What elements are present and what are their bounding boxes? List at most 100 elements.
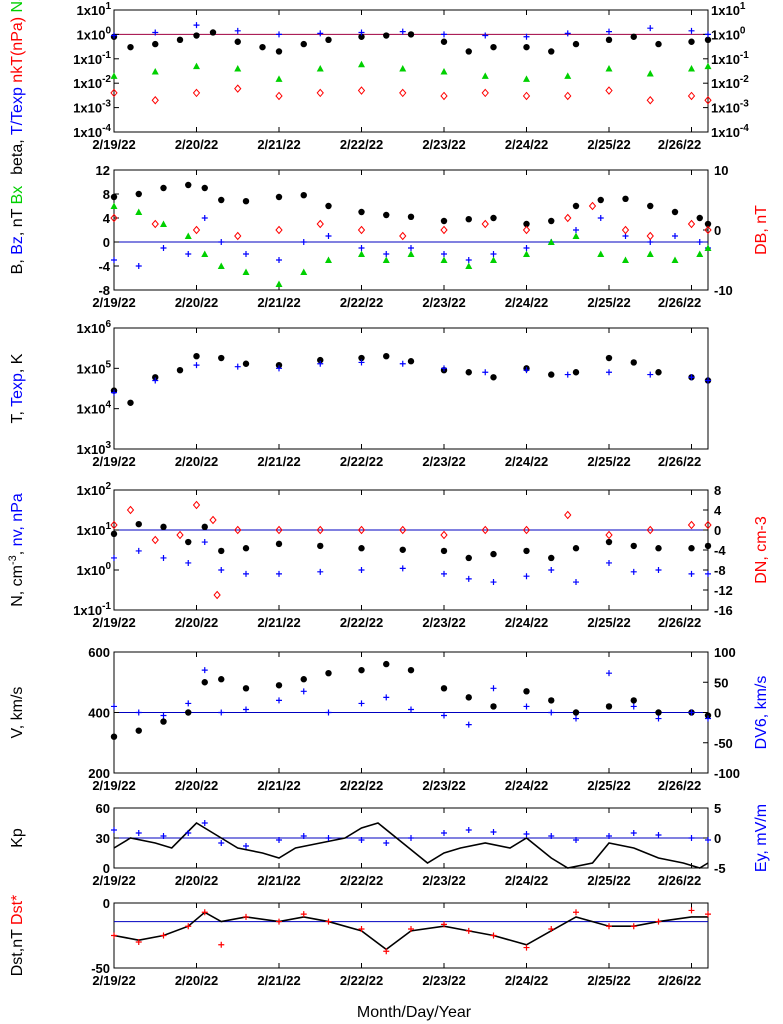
right-tick-label: -8 — [714, 563, 726, 578]
left-tick-label: -4 — [98, 259, 110, 274]
data-point-density-red — [687, 520, 696, 530]
data-point-bfield-blue — [325, 233, 332, 239]
left-tick-label: 1x100 — [77, 561, 112, 578]
data-point-dst-red — [358, 926, 365, 932]
left-tick-label: 8 — [103, 187, 110, 202]
data-point-bfield-blue — [243, 251, 249, 257]
x-tick-label: 2/21/22 — [257, 873, 300, 888]
left-tick-label: 60 — [96, 801, 110, 816]
data-point-bfield-red — [588, 201, 597, 211]
data-point-velocity-blue — [573, 715, 579, 722]
data-point-density-blue — [573, 579, 579, 586]
data-point-dst-red — [523, 944, 530, 951]
right-tick-label: 5 — [714, 801, 721, 816]
data-point-temp-blue — [606, 369, 612, 376]
data-point-dst-red — [490, 932, 497, 939]
data-point-kp-blue — [325, 835, 332, 841]
data-point-density-blue — [399, 565, 406, 572]
data-point-bfield-red — [151, 219, 159, 229]
data-point-beta-green — [440, 68, 448, 75]
data-point-velocity-black — [548, 697, 555, 704]
data-point-beta-red — [151, 95, 159, 105]
data-point-temp-black — [465, 369, 472, 376]
x-tick-label: 2/19/22 — [92, 778, 135, 793]
right-axis-label-velocity: DV6, km/s — [753, 676, 770, 750]
x-axis-title: Month/Day/Year — [357, 1004, 472, 1021]
data-point-beta-red — [605, 86, 613, 95]
data-point-beta-black — [300, 40, 307, 48]
data-point-beta-green — [316, 65, 324, 72]
x-tick-label: 2/20/22 — [175, 295, 218, 310]
right-tick-label: -50 — [714, 736, 733, 751]
data-point-kp-blue — [300, 833, 307, 839]
data-point-beta-black — [193, 32, 200, 39]
data-point-beta-black — [209, 29, 217, 36]
data-point-density-red — [704, 520, 712, 530]
data-point-bfield-green — [184, 232, 192, 239]
data-point-velocity-blue — [276, 697, 282, 704]
data-point-velocity-blue — [243, 706, 249, 713]
data-point-density-black — [630, 542, 637, 550]
data-point-bfield-black — [440, 217, 448, 225]
data-point-beta-red — [687, 91, 696, 101]
data-point-density-blue — [201, 539, 208, 546]
left-tick-label: 1x101 — [77, 521, 112, 538]
x-tick-label: 2/26/22 — [658, 615, 701, 630]
data-point-bfield-red — [357, 225, 366, 235]
data-point-beta-blue — [317, 30, 324, 37]
y-axis-label-beta: beta, T/Texp nkT(nPa) Na/Np — [9, 0, 26, 175]
data-point-bfield-blue — [276, 257, 282, 263]
data-point-bfield-blue — [441, 251, 447, 257]
x-tick-label: 2/19/22 — [92, 295, 135, 310]
data-point-density-black — [605, 538, 613, 546]
data-point-velocity-blue — [490, 685, 497, 692]
data-point-velocity-black — [135, 727, 142, 734]
data-point-density-red — [275, 525, 283, 535]
data-point-velocity-black — [275, 682, 283, 689]
data-point-dst-red — [573, 909, 579, 916]
data-point-temp-black — [242, 360, 250, 367]
data-point-beta-blue — [276, 31, 282, 38]
x-tick-label: 2/24/22 — [505, 973, 548, 988]
data-point-dst-red — [705, 911, 711, 918]
data-point-dst-red — [408, 926, 414, 932]
data-point-velocity-black — [358, 666, 365, 674]
x-tick-label: 2/24/22 — [505, 873, 548, 888]
data-point-bfield-black — [647, 202, 654, 210]
plot-frame-temp — [113, 327, 709, 450]
data-point-temp-blue — [705, 377, 711, 384]
right-tick-label: -4 — [714, 543, 726, 558]
data-point-bfield-black — [490, 214, 497, 222]
left-tick-label: 600 — [88, 645, 110, 660]
data-point-kp-blue — [160, 833, 167, 839]
data-point-temp-black — [605, 354, 613, 362]
x-tick-label: 2/24/22 — [505, 615, 548, 630]
x-tick-label: 2/26/22 — [658, 973, 701, 988]
data-point-beta-black — [127, 43, 134, 51]
data-point-beta-black — [688, 38, 695, 45]
data-point-density-red — [192, 500, 201, 510]
data-point-kp-blue — [243, 843, 249, 849]
x-tick-label: 2/24/22 — [505, 137, 548, 152]
x-tick-label: 2/22/22 — [340, 454, 383, 469]
data-point-density-blue — [135, 547, 142, 554]
data-point-dst-red — [548, 926, 555, 932]
data-point-density-red — [646, 525, 654, 535]
data-point-beta-blue — [111, 32, 117, 39]
data-point-bfield-blue — [597, 215, 604, 221]
data-point-beta-green — [193, 62, 200, 70]
data-point-density-red — [151, 535, 159, 545]
data-point-bfield-blue — [383, 251, 390, 257]
left-tick-label: 400 — [88, 706, 110, 721]
right-tick-label: 100 — [714, 645, 736, 660]
data-point-beta-black — [523, 43, 530, 51]
data-point-bfield-blue — [490, 251, 497, 257]
left-tick-label: 1x106 — [77, 319, 112, 336]
data-point-density-blue — [218, 567, 225, 573]
data-point-temp-blue — [647, 371, 654, 378]
data-point-velocity-blue — [408, 706, 414, 713]
x-tick-label: 2/26/22 — [658, 295, 701, 310]
data-point-bfield-blue — [300, 239, 307, 245]
data-point-density-blue — [317, 568, 324, 575]
data-point-bfield-blue — [135, 263, 142, 269]
